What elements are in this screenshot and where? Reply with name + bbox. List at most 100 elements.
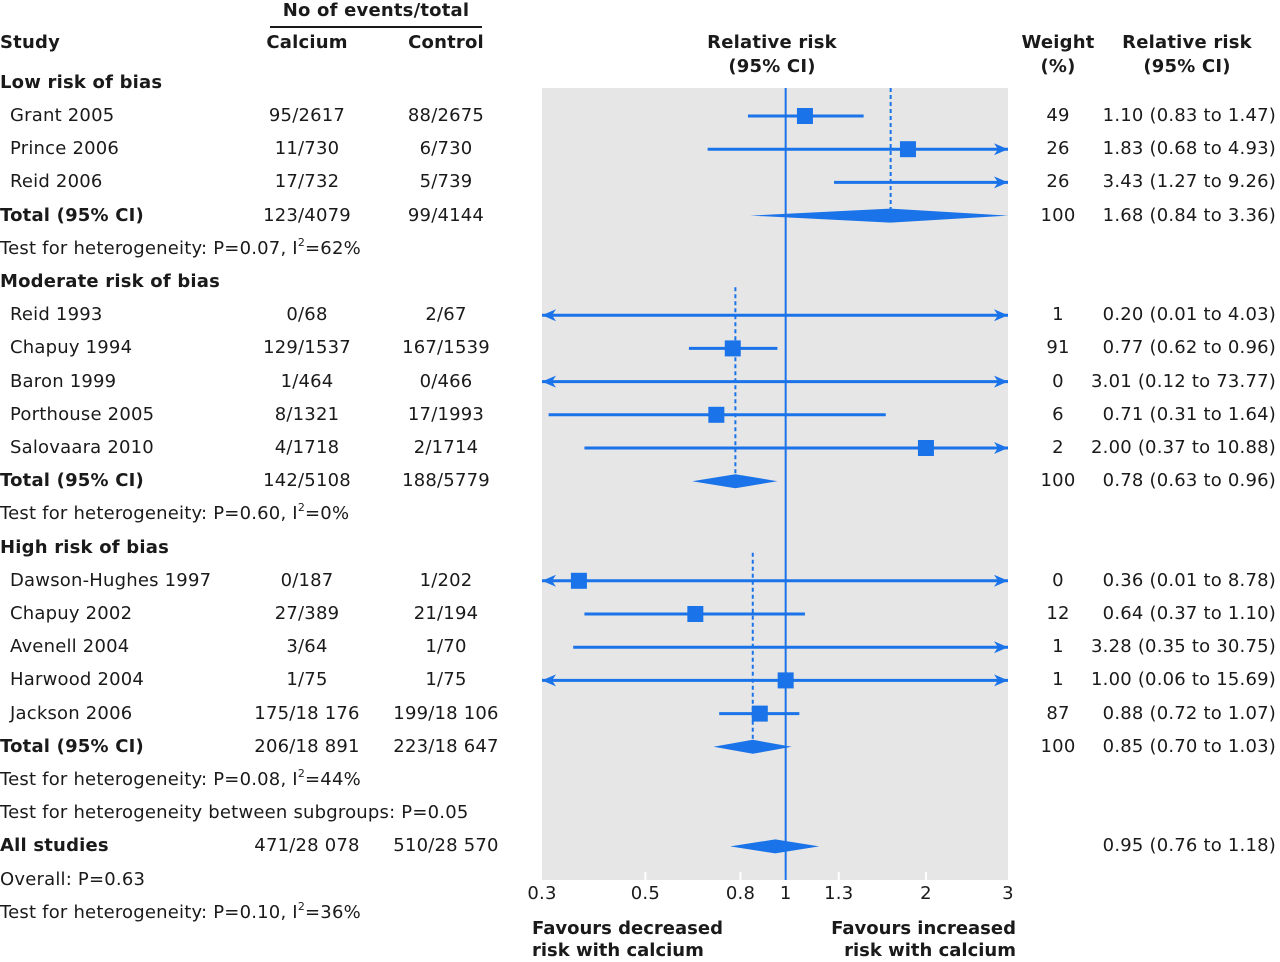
subgroup-heading: Low risk of bias <box>0 72 163 93</box>
rr-text-column-header-ci: (95% CI) <box>1143 56 1231 77</box>
total-relative-risk: 0.85 (0.70 to 1.03) <box>1102 735 1276 757</box>
events-group-header: No of events/total <box>282 0 470 21</box>
ci-arrow-right <box>994 641 1008 654</box>
overall-label: All studies <box>0 835 109 857</box>
calcium-events: 11/730 <box>274 138 340 160</box>
point-estimate-square <box>796 108 813 124</box>
x-tick-label: 0.3 <box>527 883 557 904</box>
study-relative-risk: 3.43 (1.27 to 9.26) <box>1102 171 1276 193</box>
x-tick-label: 0.8 <box>725 883 756 904</box>
ci-arrow-left <box>542 309 556 322</box>
study-weight: 26 <box>1046 138 1070 160</box>
total-relative-risk: 0.78 (0.63 to 0.96) <box>1102 470 1276 492</box>
ci-arrow-right <box>994 375 1008 388</box>
favours-increased-label-2: risk with calcium <box>844 940 1016 961</box>
control-events: 21/194 <box>413 603 479 624</box>
subgroup-total-label: Total (95% CI) <box>0 735 144 757</box>
study-relative-risk: 1.83 (0.68 to 4.93) <box>1102 138 1276 160</box>
study-relative-risk: 1.00 (0.06 to 15.69) <box>1091 669 1276 691</box>
x-tick-label: 1.3 <box>824 883 854 904</box>
heterogeneity-text: Test for heterogeneity: P=0.10, I <box>0 901 298 923</box>
study-relative-risk: 3.28 (0.35 to 30.75) <box>1091 636 1276 658</box>
study-name: Jackson 2006 <box>10 702 133 724</box>
study-name: Harwood 2004 <box>10 669 145 691</box>
study-name: Reid 1993 <box>10 304 103 326</box>
calcium-events: 1/75 <box>286 669 328 691</box>
point-estimate-square <box>751 705 768 722</box>
total-weight: 100 <box>1040 204 1076 226</box>
control-events: 1/75 <box>425 669 467 691</box>
point-estimate-square <box>570 572 587 589</box>
heterogeneity-value: =0% <box>305 503 350 525</box>
calcium-events: 95/2617 <box>268 105 346 126</box>
x-tick-label: 2 <box>920 883 932 904</box>
ci-arrow-left <box>542 375 556 388</box>
subgroup-heterogeneity: Test for heterogeneity: P=0.08, I2=44% <box>0 767 361 791</box>
total-weight: 100 <box>1040 735 1076 757</box>
calcium-events: 0/68 <box>286 304 328 326</box>
ci-arrow-left <box>542 574 556 587</box>
subgroup-total-label: Total (95% CI) <box>0 204 144 226</box>
study-name: Chapuy 1994 <box>10 337 133 359</box>
calcium-events: 3/64 <box>286 636 328 658</box>
control-events: 0/466 <box>419 370 473 392</box>
rr-text-column-header: Relative risk <box>1122 32 1252 53</box>
study-weight: 49 <box>1046 105 1070 126</box>
i-squared-superscript: 2 <box>297 501 306 515</box>
i-squared-superscript: 2 <box>297 235 306 249</box>
study-name: Avenell 2004 <box>10 636 130 658</box>
control-events: 167/1539 <box>402 337 490 359</box>
study-name: Reid 2006 <box>10 171 103 193</box>
study-weight: 0 <box>1052 569 1064 591</box>
study-weight: 87 <box>1046 702 1070 724</box>
study-weight: 1 <box>1052 636 1064 658</box>
x-tick-label: 1 <box>779 883 792 904</box>
heterogeneity-value: =36% <box>305 901 361 923</box>
calcium-events: 1/464 <box>280 370 334 392</box>
heterogeneity-text: Test for heterogeneity: P=0.60, I <box>0 503 298 525</box>
study-name: Grant 2005 <box>10 105 115 126</box>
control-events: 17/1993 <box>407 403 485 425</box>
control-column-header: Control <box>408 32 484 53</box>
overall-p-value: Overall: P=0.63 <box>0 868 146 890</box>
study-name: Porthouse 2005 <box>10 403 155 425</box>
ci-arrow-right <box>994 309 1008 322</box>
study-relative-risk: 0.88 (0.72 to 1.07) <box>1102 702 1276 724</box>
total-calcium-events: 206/18 891 <box>254 735 360 757</box>
total-calcium-events: 142/5108 <box>263 470 351 492</box>
calcium-events: 4/1718 <box>274 437 340 458</box>
control-events: 1/70 <box>425 636 467 658</box>
subgroup-total-label: Total (95% CI) <box>0 470 144 492</box>
subgroup-diamond <box>692 474 778 489</box>
study-relative-risk: 0.64 (0.37 to 1.10) <box>1102 603 1276 624</box>
subgroup-heading: Moderate risk of bias <box>0 271 221 292</box>
rr-plot-header-ci: (95% CI) <box>728 56 816 77</box>
study-relative-risk: 2.00 (0.37 to 10.88) <box>1091 437 1276 458</box>
study-relative-risk: 0.20 (0.01 to 4.03) <box>1102 304 1276 326</box>
control-events: 6/730 <box>419 138 473 160</box>
control-events: 2/67 <box>425 304 467 326</box>
i-squared-superscript: 2 <box>297 899 306 913</box>
control-events: 5/739 <box>419 171 473 193</box>
i-squared-superscript: 2 <box>297 767 306 780</box>
calcium-events: 8/1321 <box>274 403 340 425</box>
control-events: 2/1714 <box>413 437 479 458</box>
point-estimate-square <box>917 440 934 456</box>
total-control-events: 223/18 647 <box>393 735 499 757</box>
plot-background <box>542 88 1008 880</box>
subgroup-diamond <box>750 208 1008 223</box>
calcium-events: 0/187 <box>280 569 334 591</box>
weight-column-unit: (%) <box>1040 56 1076 77</box>
total-control-events: 188/5779 <box>402 470 490 492</box>
calcium-events: 17/732 <box>274 171 340 193</box>
subgroup-heterogeneity: Test for heterogeneity: P=0.07, I2=62% <box>0 235 361 260</box>
study-weight: 6 <box>1052 403 1064 425</box>
overall-diamond <box>730 839 820 854</box>
control-events: 1/202 <box>419 569 473 591</box>
calcium-events: 27/389 <box>274 603 340 624</box>
calcium-events: 175/18 176 <box>254 702 360 724</box>
study-column-header: Study <box>0 32 61 53</box>
study-relative-risk: 1.10 (0.83 to 1.47) <box>1102 105 1276 126</box>
study-relative-risk: 0.71 (0.31 to 1.64) <box>1102 403 1276 425</box>
